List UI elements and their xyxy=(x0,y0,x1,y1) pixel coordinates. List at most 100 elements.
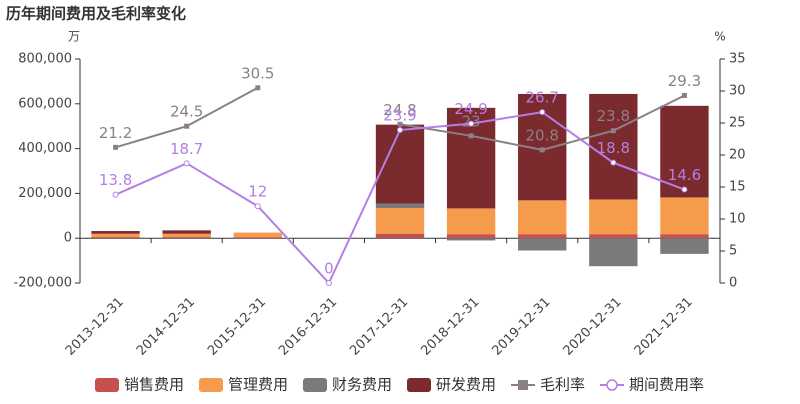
y-tick-label: -200,000 xyxy=(14,276,72,291)
bar xyxy=(589,93,638,200)
y2-tick-label: 10 xyxy=(729,212,746,227)
point xyxy=(681,92,687,98)
bar xyxy=(162,233,211,238)
x-tick-label: 2018-12-31 xyxy=(418,295,482,359)
point xyxy=(325,280,332,286)
legend-marker xyxy=(518,380,528,390)
point xyxy=(468,120,475,127)
point xyxy=(255,85,261,91)
bar xyxy=(375,124,425,204)
point xyxy=(610,128,616,134)
y2-tick-label: 5 xyxy=(729,244,737,259)
data-label: 18.7 xyxy=(170,140,203,158)
bar xyxy=(518,238,567,251)
y-tick-label: 400,000 xyxy=(18,141,72,156)
x-tick-label: 2017-12-31 xyxy=(347,295,411,359)
point xyxy=(681,186,688,193)
y2-tick-label: 20 xyxy=(729,148,746,163)
y2-unit: % xyxy=(714,30,725,44)
legend-swatch xyxy=(199,378,223,392)
x-tick-label: 2015-12-31 xyxy=(205,295,269,359)
x-tick-label: 2016-12-31 xyxy=(276,295,340,359)
data-label: 29.3 xyxy=(668,72,701,90)
data-label: 23.9 xyxy=(383,107,416,125)
legend-label: 销售费用 xyxy=(124,376,184,394)
y-unit: 万 xyxy=(68,30,80,44)
bar xyxy=(660,238,709,254)
y-tick-label: 200,000 xyxy=(18,186,72,201)
data-label: 26.7 xyxy=(526,89,559,107)
y2-tick-label: 0 xyxy=(729,276,737,291)
bar xyxy=(233,232,282,238)
point xyxy=(539,147,545,153)
data-label: 13.8 xyxy=(99,171,132,189)
bar xyxy=(660,105,709,198)
chart-title: 历年期间费用及毛利率变化 xyxy=(6,5,186,23)
y2-tick-label: 25 xyxy=(729,116,746,131)
legend-item: 销售费用 xyxy=(95,376,184,394)
legend-item: 研发费用 xyxy=(407,376,496,394)
x-tick-label: 2013-12-31 xyxy=(63,295,127,359)
data-label: 30.5 xyxy=(241,64,274,82)
bar xyxy=(162,237,211,239)
data-label: 12 xyxy=(248,183,267,201)
legend-label: 研发费用 xyxy=(436,376,496,394)
point xyxy=(184,123,190,129)
y-tick-label: 800,000 xyxy=(18,52,72,67)
bar xyxy=(518,200,567,235)
bar xyxy=(91,233,140,238)
x-tick-label: 2020-12-31 xyxy=(561,295,625,359)
bar xyxy=(375,207,425,234)
bar xyxy=(375,203,425,208)
y2-tick-label: 15 xyxy=(729,180,746,195)
data-label: 24.5 xyxy=(170,103,203,121)
bar xyxy=(233,237,282,239)
x-tick-label: 2021-12-31 xyxy=(632,295,696,359)
legend-swatch xyxy=(303,378,327,392)
point xyxy=(112,191,119,198)
y-tick-label: 600,000 xyxy=(18,96,72,111)
bar xyxy=(91,237,140,239)
point xyxy=(610,159,617,166)
bar xyxy=(589,234,638,239)
point xyxy=(397,121,403,127)
bar xyxy=(518,234,567,239)
y-tick-label: 0 xyxy=(64,231,72,246)
legend-marker xyxy=(606,379,618,391)
data-label: 23.8 xyxy=(597,107,630,125)
legend-label: 期间费用率 xyxy=(629,376,704,394)
legend-item: 毛利率 xyxy=(511,376,585,394)
y2-tick-label: 35 xyxy=(729,52,746,67)
data-label: 0 xyxy=(324,260,334,278)
bar xyxy=(660,197,709,235)
x-tick-label: 2019-12-31 xyxy=(489,295,553,359)
data-label: 18.8 xyxy=(597,139,630,157)
point xyxy=(254,203,261,210)
legend-swatch xyxy=(407,378,431,392)
bar xyxy=(589,199,638,235)
legend-swatch xyxy=(95,378,119,392)
bar xyxy=(660,234,709,239)
bar xyxy=(162,230,211,234)
y2-tick-label: 30 xyxy=(729,84,746,99)
point xyxy=(113,144,119,150)
data-label: 24.9 xyxy=(454,100,487,118)
x-tick-label: 2014-12-31 xyxy=(134,295,198,359)
bar xyxy=(91,231,140,234)
legend-item: 管理费用 xyxy=(199,376,288,394)
bar xyxy=(446,208,496,235)
legend-item: 财务费用 xyxy=(303,376,392,394)
legend-label: 财务费用 xyxy=(332,376,392,394)
legend-label: 毛利率 xyxy=(540,376,585,394)
bar xyxy=(589,238,638,267)
point xyxy=(397,127,403,134)
legend-label: 管理费用 xyxy=(228,376,288,394)
legend-item: 期间费用率 xyxy=(600,376,704,394)
data-label: 21.2 xyxy=(99,124,132,142)
data-label: 20.8 xyxy=(526,126,559,144)
bar xyxy=(446,238,496,241)
data-label: 14.6 xyxy=(668,166,701,184)
point xyxy=(468,133,474,139)
bar xyxy=(446,234,496,239)
